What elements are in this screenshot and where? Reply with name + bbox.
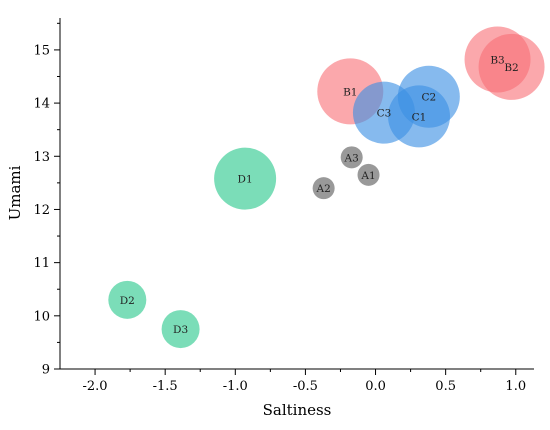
bubble-label-b1: B1 [343,86,357,98]
bubble-d3 [161,310,200,349]
x-tick-label: -0.5 [293,379,318,394]
x-tick-label: -1.0 [223,379,248,394]
bubble-label-c1: C1 [412,111,427,123]
bubble-label-b2: B2 [504,62,518,74]
y-tick-label: 15 [33,43,50,58]
bubble-label-c3: C3 [377,108,392,120]
x-axis-title: Saltiness [263,401,332,419]
bubble-b3 [464,26,531,93]
x-tick-label: 0.5 [435,379,456,394]
bubble-label-d1: D1 [238,174,253,186]
y-tick-label: 11 [33,256,50,271]
bubble-label-a3: A3 [344,152,359,164]
bubble-a2 [312,177,335,200]
x-tick-label: -2.0 [83,379,108,394]
bubble-a1 [357,163,380,186]
bubble-d1 [214,147,277,210]
y-tick-label: 10 [33,309,50,324]
axes-layer: -2.0 -1.5 -1.0 -0.5 0.0 0.5 1.0 9 10 11 12 13 14 15 [33,18,534,394]
y-tick-label: 14 [33,97,50,112]
y-tick-label: 9 [42,363,50,378]
bubble-label-d3: D3 [173,324,188,336]
bubble-a3 [340,146,363,169]
y-axis-title: Umami [6,165,24,220]
bubble-d2 [108,280,147,319]
bubble-label-b3: B3 [490,54,504,66]
bubble-label-c2: C2 [421,92,436,104]
x-tick-label: 0.0 [365,379,386,394]
y-tick-label: 13 [33,150,50,165]
x-tick-label: 1.0 [505,379,526,394]
y-tick-label: 12 [33,203,50,218]
x-tick-label: -1.5 [153,379,178,394]
bubble-c3 [352,81,415,144]
bubble-label-a1: A1 [360,170,375,182]
bubble-label-a2: A2 [316,183,331,195]
bubble-label-d2: D2 [120,295,135,307]
